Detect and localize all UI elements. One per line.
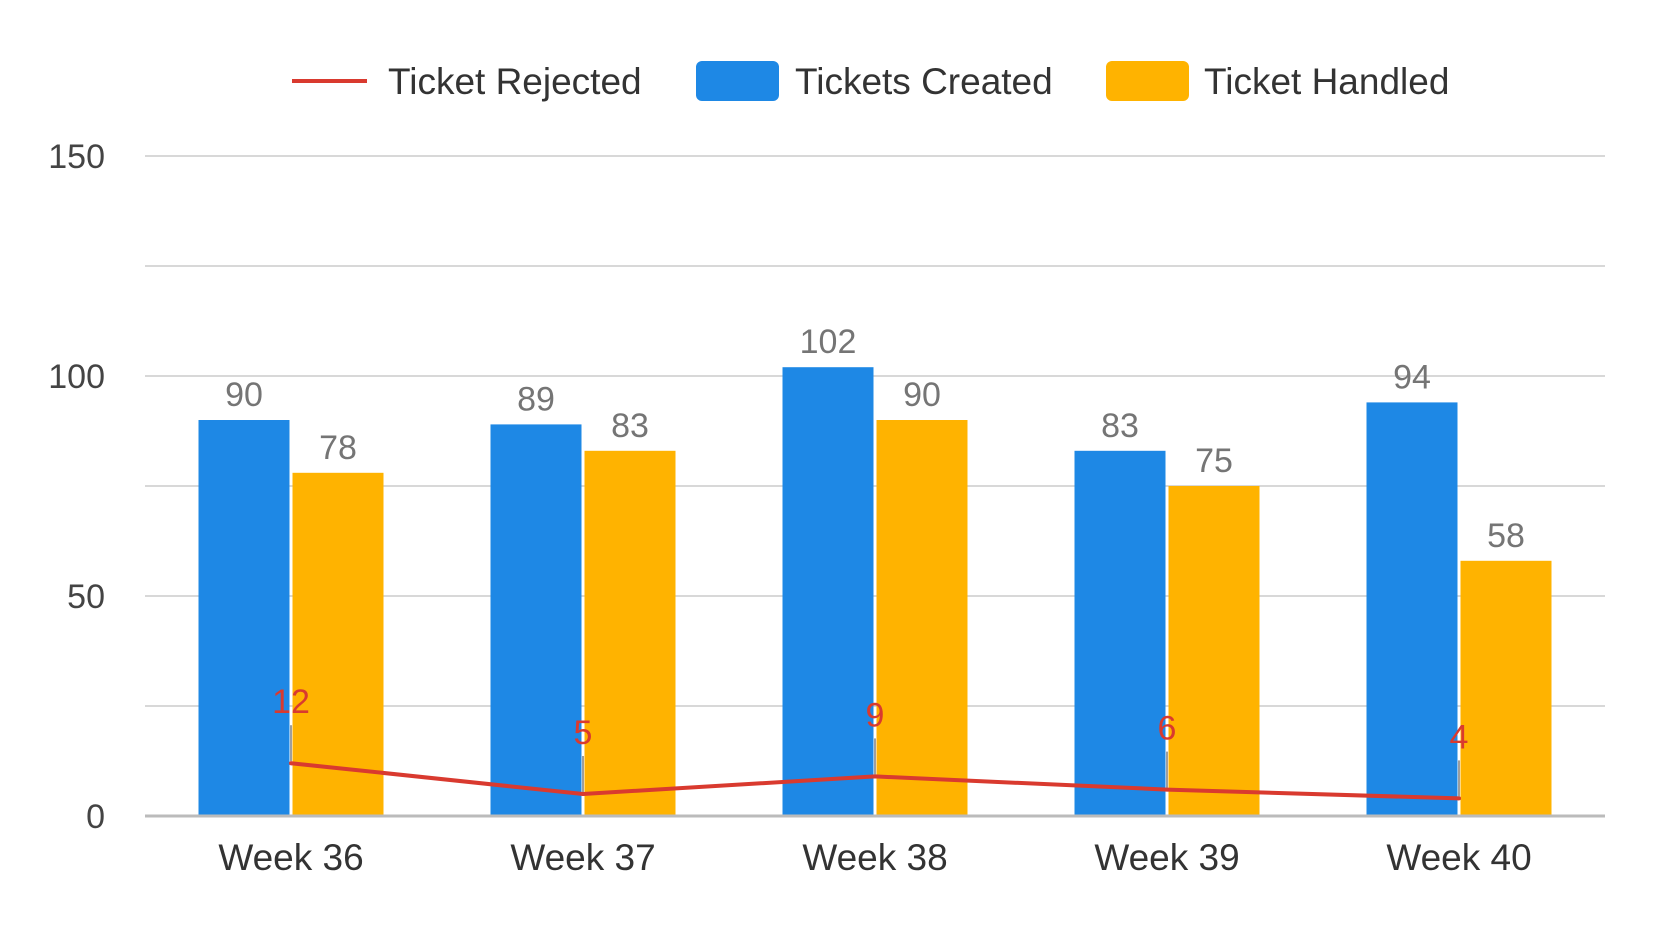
legend-label: Ticket Rejected: [388, 61, 642, 102]
created-bar: [1366, 402, 1458, 816]
handled-bar: [876, 420, 968, 816]
y-axis-tick-labels: 0 50 100 150: [48, 138, 105, 836]
handled-bar: [1168, 486, 1260, 816]
handled-bar: [584, 450, 676, 816]
rejected-line-label: 4: [1450, 718, 1469, 756]
legend-item: Tickets Created: [696, 61, 1053, 102]
x-category-label: Week 37: [510, 837, 655, 878]
handled-bar: [1460, 560, 1552, 816]
bars: [198, 367, 1552, 816]
y-tick-label: 150: [48, 138, 105, 176]
x-category-label: Week 39: [1094, 837, 1239, 878]
rejected-point: [1457, 796, 1461, 801]
rejected-point: [289, 761, 293, 766]
handled-bar-label: 90: [903, 376, 941, 414]
created-bar-label: 90: [225, 376, 263, 414]
y-tick-label: 100: [48, 358, 105, 396]
bar-data-labels: 90 78 89 83 102 90 83 75 94 58: [225, 323, 1525, 555]
handled-bar-label: 58: [1487, 517, 1525, 555]
x-category-label: Week 36: [218, 837, 363, 878]
y-tick-label: 50: [67, 578, 105, 616]
created-bar-label: 83: [1101, 407, 1139, 445]
rejected-point: [581, 792, 585, 796]
handled-bar: [292, 472, 384, 816]
created-bar: [198, 420, 290, 816]
rejected-line-label: 9: [866, 696, 885, 734]
created-bar: [782, 367, 874, 816]
created-bar-label: 94: [1393, 358, 1431, 396]
x-category-label: Week 38: [802, 837, 947, 878]
rejected-line-series: [289, 725, 1461, 801]
legend-box-swatch: [1106, 61, 1189, 101]
x-axis-category-labels: Week 36 Week 37 Week 38 Week 39 Week 40: [218, 837, 1531, 878]
y-tick-label: 0: [86, 798, 105, 836]
legend-item: Ticket Handled: [1106, 61, 1449, 102]
handled-bar-label: 75: [1195, 442, 1233, 480]
created-bar: [490, 424, 582, 816]
rejected-line-label: 5: [574, 714, 593, 752]
legend-label: Ticket Handled: [1204, 61, 1449, 102]
created-bar-label: 102: [800, 323, 857, 361]
rejected-point: [873, 774, 877, 779]
legend-item: Ticket Rejected: [292, 61, 642, 102]
x-category-label: Week 40: [1386, 837, 1531, 878]
rejected-line-label: 6: [1158, 710, 1177, 748]
legend-label: Tickets Created: [795, 61, 1053, 102]
handled-bar-label: 78: [319, 429, 357, 467]
created-bar: [1074, 450, 1166, 816]
rejected-point: [1165, 787, 1169, 792]
rejected-line-label: 12: [272, 683, 310, 721]
created-bar-label: 89: [517, 380, 555, 418]
line-data-labels: 12 5 9 6 4: [272, 683, 1468, 756]
gridlines: [145, 155, 1605, 707]
handled-bar-label: 83: [611, 407, 649, 445]
legend-box-swatch: [696, 61, 779, 101]
legend: Ticket Rejected Tickets Created Ticket Han…: [292, 61, 1449, 102]
